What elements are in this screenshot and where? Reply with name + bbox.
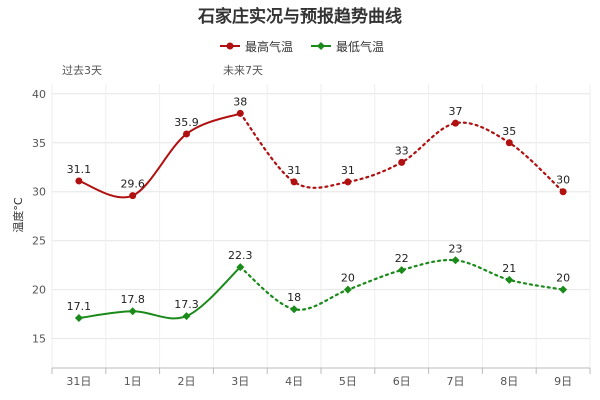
data-label: 31.1 [67,163,92,176]
series-max-temp: 31.1 29.6 35.9 38 31 31 33 37 35 30 [67,95,570,200]
x-tick-label: 1日 [124,375,142,388]
data-label: 17.1 [67,300,92,313]
series-line-past [78,112,241,199]
data-point[interactable] [128,307,137,316]
data-point[interactable] [397,266,406,275]
data-label: 33 [395,144,409,157]
data-point[interactable] [505,275,514,284]
data-point[interactable] [452,119,459,127]
data-label: 31 [287,164,301,177]
data-point[interactable] [129,192,137,200]
data-label: 37 [449,105,463,118]
data-point[interactable] [451,256,460,265]
data-point[interactable] [183,130,190,138]
legend-label-min-temp: 最低气温 [336,39,385,54]
y-tick-label: 25 [32,235,46,248]
data-point[interactable] [343,285,352,294]
y-tick-label: 30 [32,186,46,199]
x-tick-label: 2日 [178,375,196,388]
data-label: 22 [395,252,409,265]
x-tick-label: 9日 [554,375,572,388]
data-point[interactable] [559,285,568,294]
data-label: 30 [556,174,570,187]
axis-layer: 过去3天 未来7天 温度°C 15 20 25 30 35 40 31日 1日 2日 3日 4日 5日… [11,64,591,388]
grid-layer [51,84,591,368]
data-point[interactable] [344,178,352,186]
data-label: 17.3 [174,298,199,311]
data-label: 31 [341,164,355,177]
series-min-temp: 17.1 17.8 17.3 22.3 18 20 22 23 21 20 [67,242,570,323]
data-label: 22.3 [228,249,253,262]
x-tick-label: 5日 [339,375,357,388]
data-label: 35 [502,125,516,138]
x-tick-label: 6日 [393,375,411,388]
data-label: 18 [287,291,301,304]
x-tick-label: 8日 [500,375,518,388]
data-point[interactable] [74,314,83,323]
past-period-label: 过去3天 [62,64,102,77]
chart-title: 石家庄实况与预报趋势曲线 [198,7,402,27]
data-label: 21 [502,262,516,275]
series-line-past [78,266,241,320]
data-point[interactable] [182,312,191,321]
data-point[interactable] [236,263,245,272]
data-label: 38 [233,95,247,108]
data-point[interactable] [290,178,298,186]
future-period-label: 未来7天 [223,64,263,77]
legend-item-max-temp[interactable]: 最高气温 [220,38,293,55]
data-label: 23 [449,242,463,255]
data-label: 20 [556,272,570,285]
data-label: 17.8 [120,293,145,306]
legend-marker-max-temp [220,42,240,50]
y-tick-label: 35 [32,137,46,150]
data-point[interactable] [559,188,567,196]
legend-label-max-temp: 最高气温 [245,39,294,54]
data-point[interactable] [236,109,244,117]
y-tick-label: 40 [32,88,46,101]
data-point[interactable] [75,177,83,185]
y-tick-label: 20 [32,284,46,297]
x-tick-label: 31日 [66,375,91,388]
chart-legend: 最高气温 最低气温 [220,38,402,54]
y-axis-label: 温度°C [11,197,25,232]
data-label: 35.9 [174,116,199,129]
data-label: 29.6 [120,178,145,191]
x-tick-label: 3日 [231,375,249,388]
x-tick-label: 4日 [285,375,303,388]
data-point[interactable] [398,158,406,166]
legend-marker-min-temp [311,42,332,50]
x-tick-label: 7日 [447,375,465,388]
y-tick-label: 15 [32,333,46,346]
data-point[interactable] [290,305,299,314]
legend-item-min-temp[interactable]: 最低气温 [311,38,384,55]
data-label: 20 [341,272,355,285]
data-point[interactable] [505,139,513,147]
series-layer: 31.1 29.6 35.9 38 31 31 33 37 35 30 17.1 17.8 17.3 22… [67,95,570,323]
